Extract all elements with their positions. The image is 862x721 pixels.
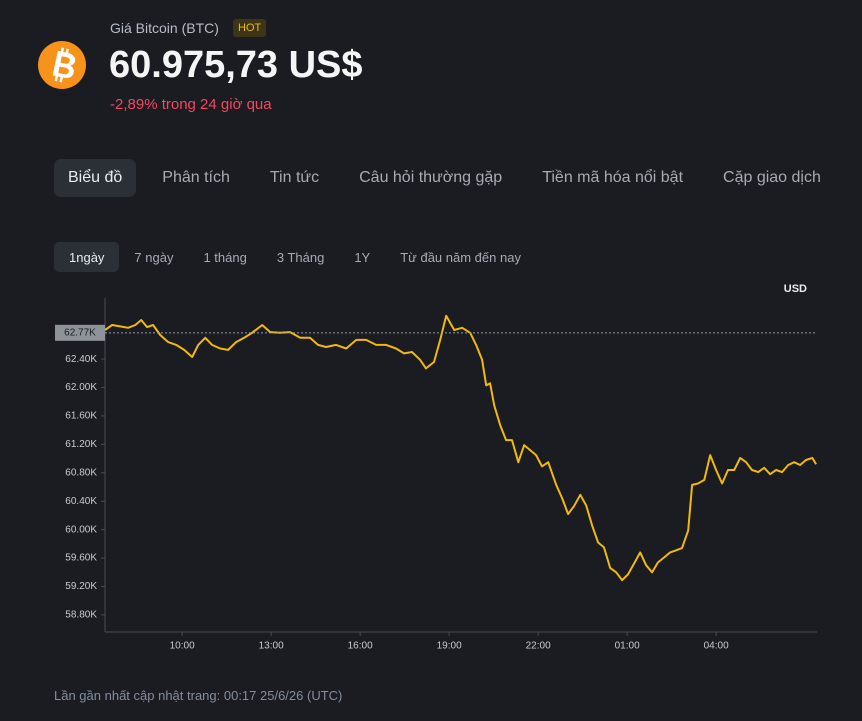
y-tick-label: 59.20K xyxy=(65,581,97,592)
range-button[interactable]: 7 ngày xyxy=(134,250,174,265)
y-tick-label: 62.00K xyxy=(65,382,97,393)
range-button[interactable]: 1Y xyxy=(354,250,371,265)
tab[interactable]: Tin tức xyxy=(269,169,320,186)
bitcoin-icon xyxy=(38,41,86,89)
x-tick-label: 22:00 xyxy=(526,641,551,652)
x-tick-label: 13:00 xyxy=(259,641,284,652)
x-tick-label: 10:00 xyxy=(170,641,195,652)
y-axis-label: USD xyxy=(784,283,807,295)
range-button[interactable]: 3 Tháng xyxy=(276,250,325,265)
price-change: -2,89% trong 24 giờ qua xyxy=(110,96,272,113)
tab[interactable]: Phân tích xyxy=(162,169,230,186)
tab[interactable]: Tiền mã hóa nổi bật xyxy=(542,169,684,186)
y-tick-label: 61.20K xyxy=(65,439,97,450)
y-tick-label: 59.60K xyxy=(65,553,97,564)
last-updated: Lần gần nhất cập nhật trang: 00:17 25/6/… xyxy=(54,688,343,703)
range-button[interactable]: 1 tháng xyxy=(203,250,247,265)
price: 60.975,73 US$ xyxy=(109,44,363,86)
price-line xyxy=(104,314,817,582)
tab[interactable]: Câu hỏi thường gặp xyxy=(359,169,503,186)
range-bar: 1ngày 7 ngày 1 tháng 3 Tháng 1Y Từ đầu năm đế… xyxy=(54,242,536,272)
range-button[interactable]: Từ đầu năm đến nay xyxy=(400,250,521,265)
x-tick-label: 16:00 xyxy=(348,641,373,652)
x-tick-label: 04:00 xyxy=(704,641,729,652)
reference-label: 62.77K xyxy=(64,327,96,338)
tab[interactable]: Biểu đồ xyxy=(54,159,137,197)
x-tick-label: 01:00 xyxy=(615,641,640,652)
reference-label-box xyxy=(55,324,105,341)
y-tick-label: 60.00K xyxy=(65,524,97,535)
tab[interactable]: Cặp giao dịch xyxy=(723,169,821,186)
hot-badge: HOT xyxy=(233,19,267,37)
range-button[interactable]: 1ngày xyxy=(54,242,120,272)
tab-bar: Biểu đồ Phân tích Tin tức Câu hỏi thường gặ… xyxy=(54,159,843,197)
x-tick-label: 19:00 xyxy=(437,641,462,652)
y-tick-label: 60.80K xyxy=(65,467,97,478)
coin-title: Giá Bitcoin (BTC) xyxy=(110,20,219,36)
y-tick-label: 60.40K xyxy=(65,496,97,507)
y-tick-label: 61.60K xyxy=(65,411,97,422)
y-tick-label: 58.80K xyxy=(65,610,97,621)
y-tick-label: 62.40K xyxy=(65,354,97,365)
